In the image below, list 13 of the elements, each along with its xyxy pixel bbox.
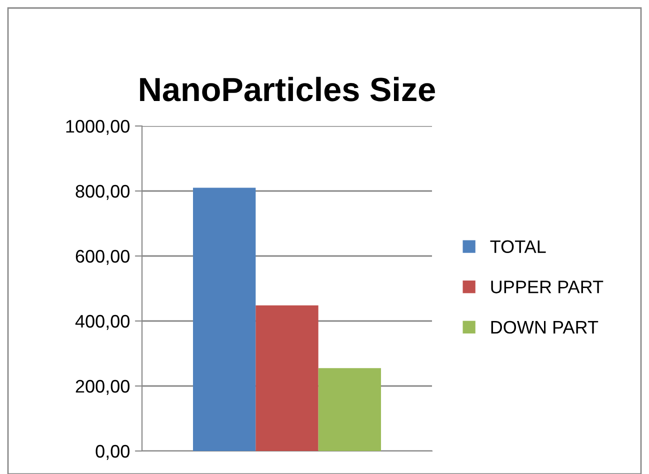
y-tick-label: 1000,00 (66, 120, 130, 135)
y-tick-label: 0,00 (96, 444, 130, 460)
bar (256, 305, 318, 451)
y-tick-label: 200,00 (76, 380, 130, 395)
legend-label: UPPER PART (491, 280, 604, 294)
legend-label: DOWN PART (491, 320, 598, 334)
y-tick-label: 600,00 (76, 250, 130, 265)
y-tick-label: 400,00 (75, 314, 130, 330)
bar (318, 368, 381, 451)
y-tick-label: 800,00 (76, 184, 130, 200)
bar (193, 188, 256, 451)
chart-title: NanoParticles Size (140, 76, 436, 102)
legend-label: TOTAL (490, 240, 546, 254)
